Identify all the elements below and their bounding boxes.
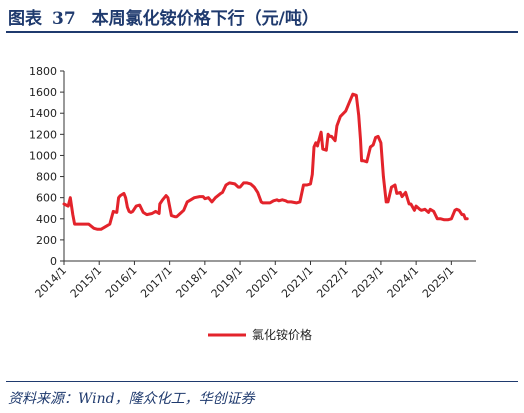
x-tick-label: 2017/1: [138, 264, 175, 301]
x-tick-label: 2021/1: [279, 264, 316, 301]
x-tick-label: 2018/1: [173, 264, 210, 301]
x-tick-label: 2020/1: [244, 264, 281, 301]
figure-number: 37: [52, 9, 76, 29]
source-rule: [6, 381, 518, 382]
figure-label: 图表: [8, 9, 42, 29]
x-tick-label: 2024/1: [385, 264, 422, 301]
x-tick-label: 2019/1: [209, 264, 246, 301]
y-tick-label: 200: [36, 234, 57, 247]
title-rule: [6, 31, 518, 33]
legend-label: 氯化铵价格: [252, 327, 312, 342]
y-tick-label: 1400: [29, 107, 57, 120]
x-tick-label: 2023/1: [349, 264, 386, 301]
figure-title: 图表 37 本周氯化铵价格下行（元/吨）: [8, 4, 319, 29]
x-tick-label: 2025/1: [420, 264, 457, 301]
x-tick-label: 2014/1: [33, 264, 70, 301]
y-tick-label: 800: [36, 171, 57, 184]
y-tick-label: 1800: [29, 65, 57, 78]
y-tick-label: 400: [36, 213, 57, 226]
figure-title-text: 本周氯化铵价格下行（元/吨）: [91, 9, 319, 29]
x-tick-label: 2016/1: [103, 264, 140, 301]
y-tick-label: 600: [36, 192, 57, 205]
y-tick-label: 0: [50, 255, 57, 268]
x-tick-label: 2022/1: [314, 264, 351, 301]
x-tick-label: 2015/1: [68, 264, 105, 301]
y-tick-label: 1000: [29, 149, 57, 162]
y-tick-label: 1600: [29, 86, 57, 99]
source-note: 资料来源：Wind，隆众化工，华创证券: [8, 391, 255, 407]
series-line: [62, 92, 469, 231]
y-tick-label: 1200: [29, 128, 57, 141]
